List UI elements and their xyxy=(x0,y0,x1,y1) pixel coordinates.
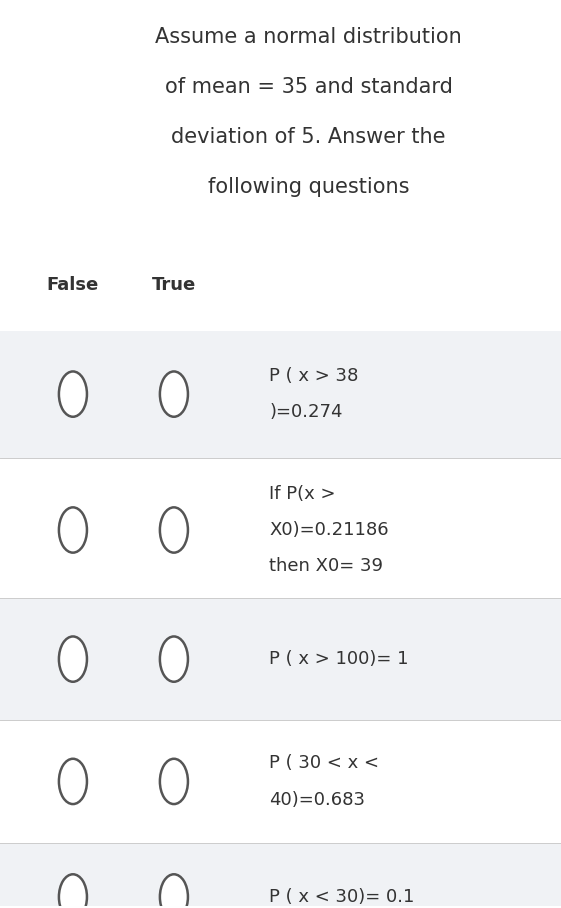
Text: deviation of 5. Answer the: deviation of 5. Answer the xyxy=(171,127,446,147)
Text: following questions: following questions xyxy=(208,177,410,197)
Circle shape xyxy=(59,874,87,908)
Text: of mean = 35 and standard: of mean = 35 and standard xyxy=(164,77,453,97)
Circle shape xyxy=(160,508,188,553)
FancyBboxPatch shape xyxy=(0,462,561,598)
Circle shape xyxy=(59,508,87,553)
Text: 40)=0.683: 40)=0.683 xyxy=(269,791,365,808)
Circle shape xyxy=(59,371,87,417)
Text: P ( x > 100)= 1: P ( x > 100)= 1 xyxy=(269,650,409,668)
Circle shape xyxy=(160,759,188,804)
Text: P ( x < 30)= 0.1: P ( x < 30)= 0.1 xyxy=(269,888,415,906)
Circle shape xyxy=(160,874,188,908)
Circle shape xyxy=(160,637,188,682)
Text: False: False xyxy=(47,276,99,294)
FancyBboxPatch shape xyxy=(0,331,561,458)
Text: If P(x >: If P(x > xyxy=(269,485,336,503)
Text: Assume a normal distribution: Assume a normal distribution xyxy=(155,27,462,47)
FancyBboxPatch shape xyxy=(0,843,561,908)
Circle shape xyxy=(59,637,87,682)
Circle shape xyxy=(59,759,87,804)
Text: then X0= 39: then X0= 39 xyxy=(269,558,383,576)
FancyBboxPatch shape xyxy=(0,598,561,720)
Text: X0)=0.21186: X0)=0.21186 xyxy=(269,521,389,539)
Text: )=0.274: )=0.274 xyxy=(269,403,343,421)
Text: True: True xyxy=(152,276,196,294)
Circle shape xyxy=(160,371,188,417)
Text: P ( x > 38: P ( x > 38 xyxy=(269,367,358,385)
FancyBboxPatch shape xyxy=(0,720,561,843)
Text: P ( 30 < x <: P ( 30 < x < xyxy=(269,755,379,773)
